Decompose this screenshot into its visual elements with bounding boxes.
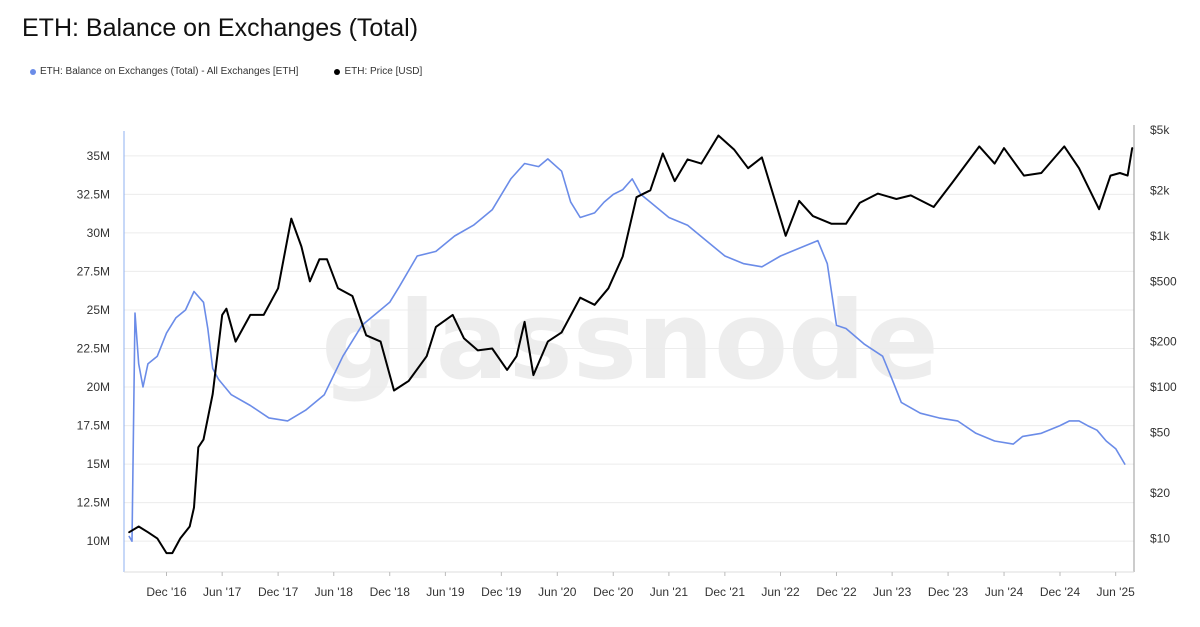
- x-tick-label: Jun '25: [1096, 585, 1135, 599]
- legend: ETH: Balance on Exchanges (Total) - All …: [30, 66, 458, 77]
- x-tick-label: Jun '21: [650, 585, 689, 599]
- y-left-tick-label: 27.5M: [77, 264, 110, 278]
- y-right-tick-label: $500: [1150, 274, 1177, 288]
- y-left-tick-label: 17.5M: [77, 419, 110, 433]
- x-tick-label: Jun '23: [873, 585, 912, 599]
- y-left-tick-label: 20M: [87, 380, 110, 394]
- x-tick-label: Jun '22: [761, 585, 800, 599]
- y-right-tick-label: $10: [1150, 531, 1170, 545]
- x-tick-label: Jun '24: [985, 585, 1024, 599]
- x-tick-label: Jun '18: [315, 585, 354, 599]
- series-line-price: [128, 134, 1134, 555]
- legend-swatch-balance: [30, 68, 36, 75]
- y-right-tick-label: $200: [1150, 335, 1177, 349]
- chart-title: ETH: Balance on Exchanges (Total): [22, 14, 419, 42]
- x-tick-label: Dec '23: [928, 585, 969, 599]
- y-right-tick-label: $50: [1150, 426, 1170, 440]
- x-tick-label: Dec '21: [705, 585, 746, 599]
- x-tick-label: Dec '24: [1040, 585, 1081, 599]
- legend-label-price: ETH: Price [USD]: [344, 66, 423, 77]
- legend-item-balance[interactable]: ETH: Balance on Exchanges (Total) - All …: [30, 66, 298, 77]
- watermark: glassnode: [321, 279, 938, 404]
- y-left-tick-label: 30M: [87, 226, 110, 240]
- y-left-tick-label: 22.5M: [77, 342, 110, 356]
- legend-item-price[interactable]: ETH: Price [USD]: [334, 66, 422, 77]
- y-right-tick-label: $1k: [1150, 229, 1170, 243]
- x-tick-label: Jun '20: [538, 585, 577, 599]
- series-line-balance: [128, 158, 1126, 543]
- y-left-tick-label: 10M: [87, 534, 110, 548]
- y-right-tick-label: $2k: [1150, 183, 1170, 197]
- y-right-tick-label: $100: [1150, 380, 1177, 394]
- x-tick-label: Dec '22: [816, 585, 857, 599]
- x-tick-label: Dec '19: [481, 585, 522, 599]
- y-left-tick-label: 25M: [87, 303, 110, 317]
- y-left-tick-label: 32.5M: [77, 187, 110, 201]
- x-tick-label: Dec '20: [593, 585, 634, 599]
- x-tick-label: Dec '17: [258, 585, 299, 599]
- x-tick-label: Jun '17: [203, 585, 242, 599]
- x-tick-label: Jun '19: [426, 585, 465, 599]
- y-right-tick-label: $20: [1150, 486, 1170, 500]
- x-tick-label: Dec '18: [370, 585, 411, 599]
- legend-swatch-price: [334, 68, 341, 75]
- y-right-tick-label: $5k: [1150, 123, 1170, 137]
- y-left-tick-label: 35M: [87, 149, 110, 163]
- y-left-tick-label: 12.5M: [77, 496, 110, 510]
- x-tick-label: Dec '16: [146, 585, 187, 599]
- legend-label-balance: ETH: Balance on Exchanges (Total) - All …: [40, 66, 299, 77]
- y-left-tick-label: 15M: [87, 457, 110, 471]
